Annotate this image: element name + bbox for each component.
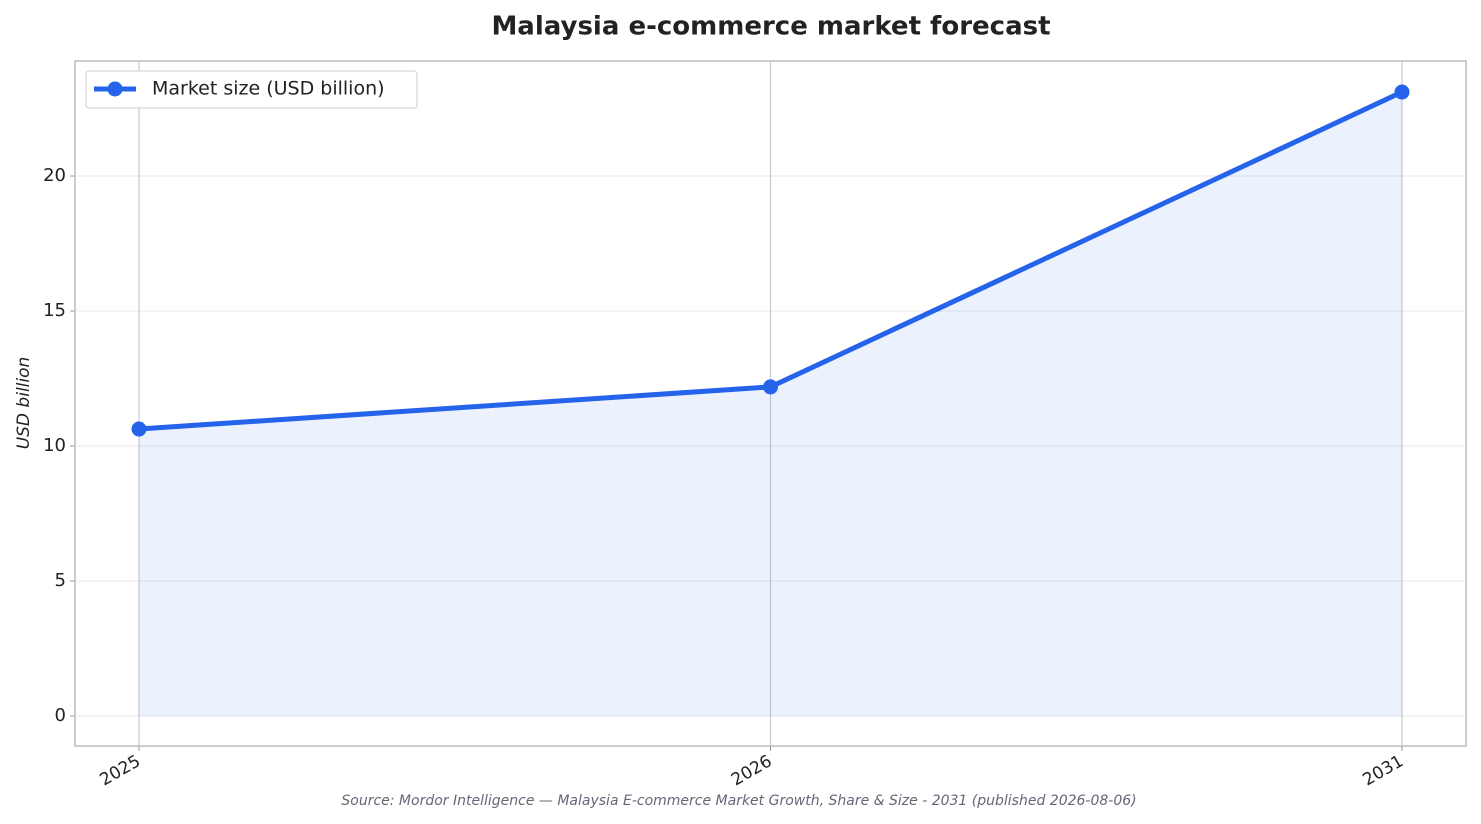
marker [763,379,778,395]
legend-label: Market size (USD billion) [152,78,385,100]
marker [131,421,147,437]
y-tick-label: 20 [43,165,66,186]
y-tick-label: 10 [43,435,66,456]
y-tick-label: 15 [43,300,66,321]
legend: Market size (USD billion) [85,70,418,109]
area [139,92,1402,717]
y-axis-label: USD billion [14,357,34,450]
y-tick-label: 5 [55,570,66,591]
legend-box [85,70,418,109]
marker [1394,84,1410,100]
x-tick-label: 2025 [97,751,144,790]
x-tick-label: 2031 [1360,751,1407,790]
chart-title: Malaysia e-commerce market forecast [491,12,1050,42]
y-tick-label: 0 [55,705,66,726]
legend-marker [107,81,123,97]
source-note: Source: Mordor Intelligence — Malaysia E… [341,793,1136,809]
x-tick-label: 2026 [728,751,775,790]
